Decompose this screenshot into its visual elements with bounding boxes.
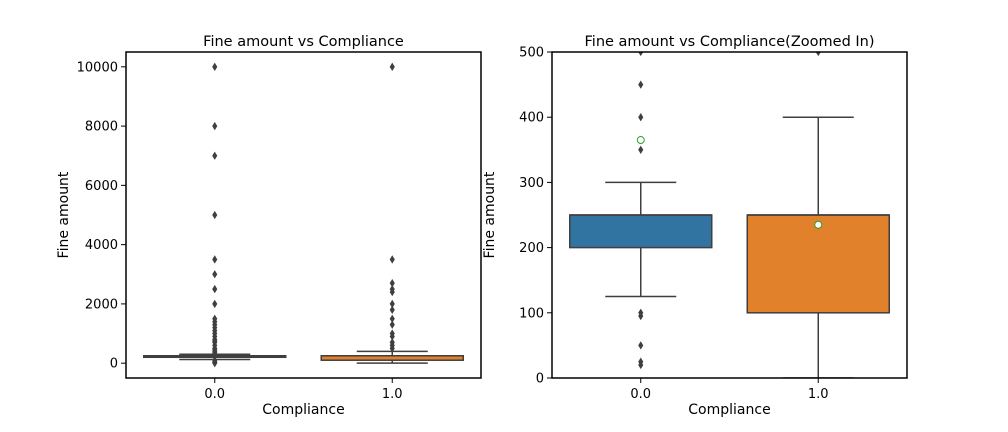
right-xlabel: Compliance	[688, 402, 770, 418]
right-outlier-cat-0-1	[638, 357, 644, 366]
left-ytick-label-0: 0	[110, 357, 118, 372]
right-outlier-cat-0-7	[638, 80, 644, 89]
left-ytick-label-5: 10000	[77, 60, 118, 75]
left-ylabel: Fine amount	[56, 171, 72, 258]
right-mean-cat-0	[636, 136, 645, 145]
left-outlier-cat-1-10	[389, 284, 395, 294]
left-xtick-label-0: 0.0	[204, 387, 225, 402]
left-outlier-cat-0-22	[212, 255, 218, 264]
right-outlier-cat-1-0	[815, 52, 821, 57]
left-xlabel: Compliance	[262, 402, 344, 418]
right-mean-cat-1	[814, 220, 823, 229]
left-outlier-cat-0-19	[212, 299, 218, 309]
left-outlier-cat-1-6	[389, 314, 395, 323]
left-outlier-cat-1-8	[389, 299, 395, 309]
left-ytick-label-4: 8000	[85, 120, 118, 135]
right-ytick-label-4: 400	[519, 111, 544, 126]
left-outlier-cat-1-12	[389, 255, 395, 264]
left-outlier-cat-1-13	[389, 62, 395, 71]
left-outlier-cat-0-3	[212, 356, 218, 365]
left-xtick-label-1: 1.0	[382, 387, 403, 402]
left-ytick-label-1: 2000	[85, 297, 118, 312]
left-axes-frame	[125, 51, 482, 379]
right-axes-frame	[551, 51, 908, 379]
left-ytick-label-3: 6000	[85, 179, 118, 194]
right-ytick-label-5: 500	[519, 46, 544, 61]
right-title: Fine amount vs Compliance(Zoomed In)	[585, 34, 875, 50]
right-xtick-label-0: 0.0	[630, 387, 651, 402]
right-outlier-cat-0-6	[638, 113, 644, 122]
left-outlier-cat-1-7	[389, 305, 395, 314]
left-outlier-cat-0-26	[212, 62, 218, 71]
left-plot-area	[143, 62, 464, 368]
right-plot-area	[569, 52, 890, 378]
left-ytick-label-2: 4000	[85, 238, 118, 253]
right-xtick-label-1: 1.0	[808, 387, 829, 402]
chart-right: 0 100 200 300 400 500 0.0 1.0 Compliance Fine amo…	[482, 34, 908, 418]
left-outlier-cat-0-18	[212, 314, 218, 323]
right-ytick-label-3: 300	[519, 176, 544, 191]
left-outlier-cat-1-11	[389, 279, 395, 288]
left-outlier-cat-1-5	[389, 320, 395, 329]
right-outlier-cat-0-4	[638, 308, 644, 317]
right-outlier-cat-0-5	[638, 145, 644, 154]
left-outlier-cat-1-4	[389, 329, 395, 338]
left-outlier-cat-0-24	[212, 151, 218, 160]
right-box-cat-0	[569, 214, 713, 249]
right-ylabel: Fine amount	[482, 171, 498, 258]
right-ytick-label-0: 0	[536, 372, 544, 387]
right-outlier-cat-0-8	[638, 52, 644, 57]
chart-left: 0 2000 4000 6000 8000 10000 0.0 1.0 Compliance Fi…	[56, 34, 482, 418]
right-ytick-label-2: 200	[519, 241, 544, 256]
left-outlier-cat-0-23	[212, 210, 218, 220]
right-ytick-label-1: 100	[519, 306, 544, 321]
left-title: Fine amount vs Compliance	[203, 34, 404, 50]
left-outlier-cat-0-20	[212, 284, 218, 294]
left-outlier-cat-0-21	[212, 270, 218, 279]
left-outlier-cat-0-25	[212, 121, 218, 131]
right-box-cat-1	[746, 214, 890, 314]
right-outlier-cat-0-2	[638, 341, 644, 350]
left-outlier-cat-1-2	[389, 338, 395, 347]
